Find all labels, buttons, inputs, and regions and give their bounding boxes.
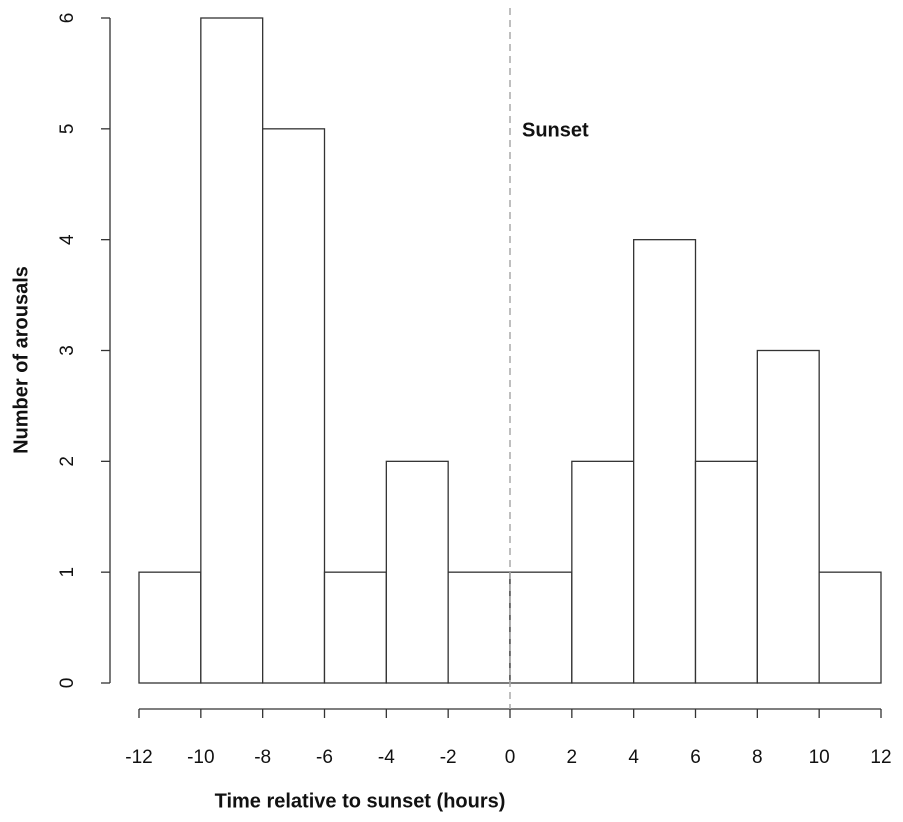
x-tick-label: 2 <box>567 747 578 768</box>
y-tick-label: 0 <box>57 678 78 689</box>
bar <box>694 460 758 684</box>
bar <box>385 460 449 684</box>
x-tick-label: -10 <box>187 747 214 768</box>
annotation: Sunset <box>522 119 589 141</box>
x-axis-label: Time relative to sunset (hours) <box>215 790 506 812</box>
bar <box>323 571 387 684</box>
y-tick-label: 1 <box>57 567 78 578</box>
x-tick-label: -6 <box>316 747 333 768</box>
x-tick-label: -12 <box>125 747 152 768</box>
y-tick-label: 3 <box>57 345 78 356</box>
x-tick-label: 8 <box>752 747 763 768</box>
x-tick-label: 0 <box>505 747 516 768</box>
y-tick-label: 2 <box>57 456 78 467</box>
bar <box>138 571 202 684</box>
bar <box>509 571 573 684</box>
bar <box>756 349 820 684</box>
y-tick-label: 4 <box>57 234 78 245</box>
x-tick-label: -2 <box>440 747 457 768</box>
x-tick-label: 6 <box>690 747 701 768</box>
bar <box>262 128 326 684</box>
y-tick-label: 6 <box>57 13 78 24</box>
x-tick-label: 10 <box>809 747 830 768</box>
x-tick-label: 12 <box>870 747 891 768</box>
bar <box>200 17 264 684</box>
x-tick-label: -8 <box>254 747 271 768</box>
bar <box>447 571 511 684</box>
bar <box>571 460 635 684</box>
y-tick-label: 5 <box>57 124 78 135</box>
y-axis-label: Number of arousals <box>10 266 32 454</box>
bar <box>818 571 882 684</box>
x-tick-label: 4 <box>628 747 639 768</box>
x-tick-label: -4 <box>378 747 395 768</box>
bar <box>633 239 697 684</box>
